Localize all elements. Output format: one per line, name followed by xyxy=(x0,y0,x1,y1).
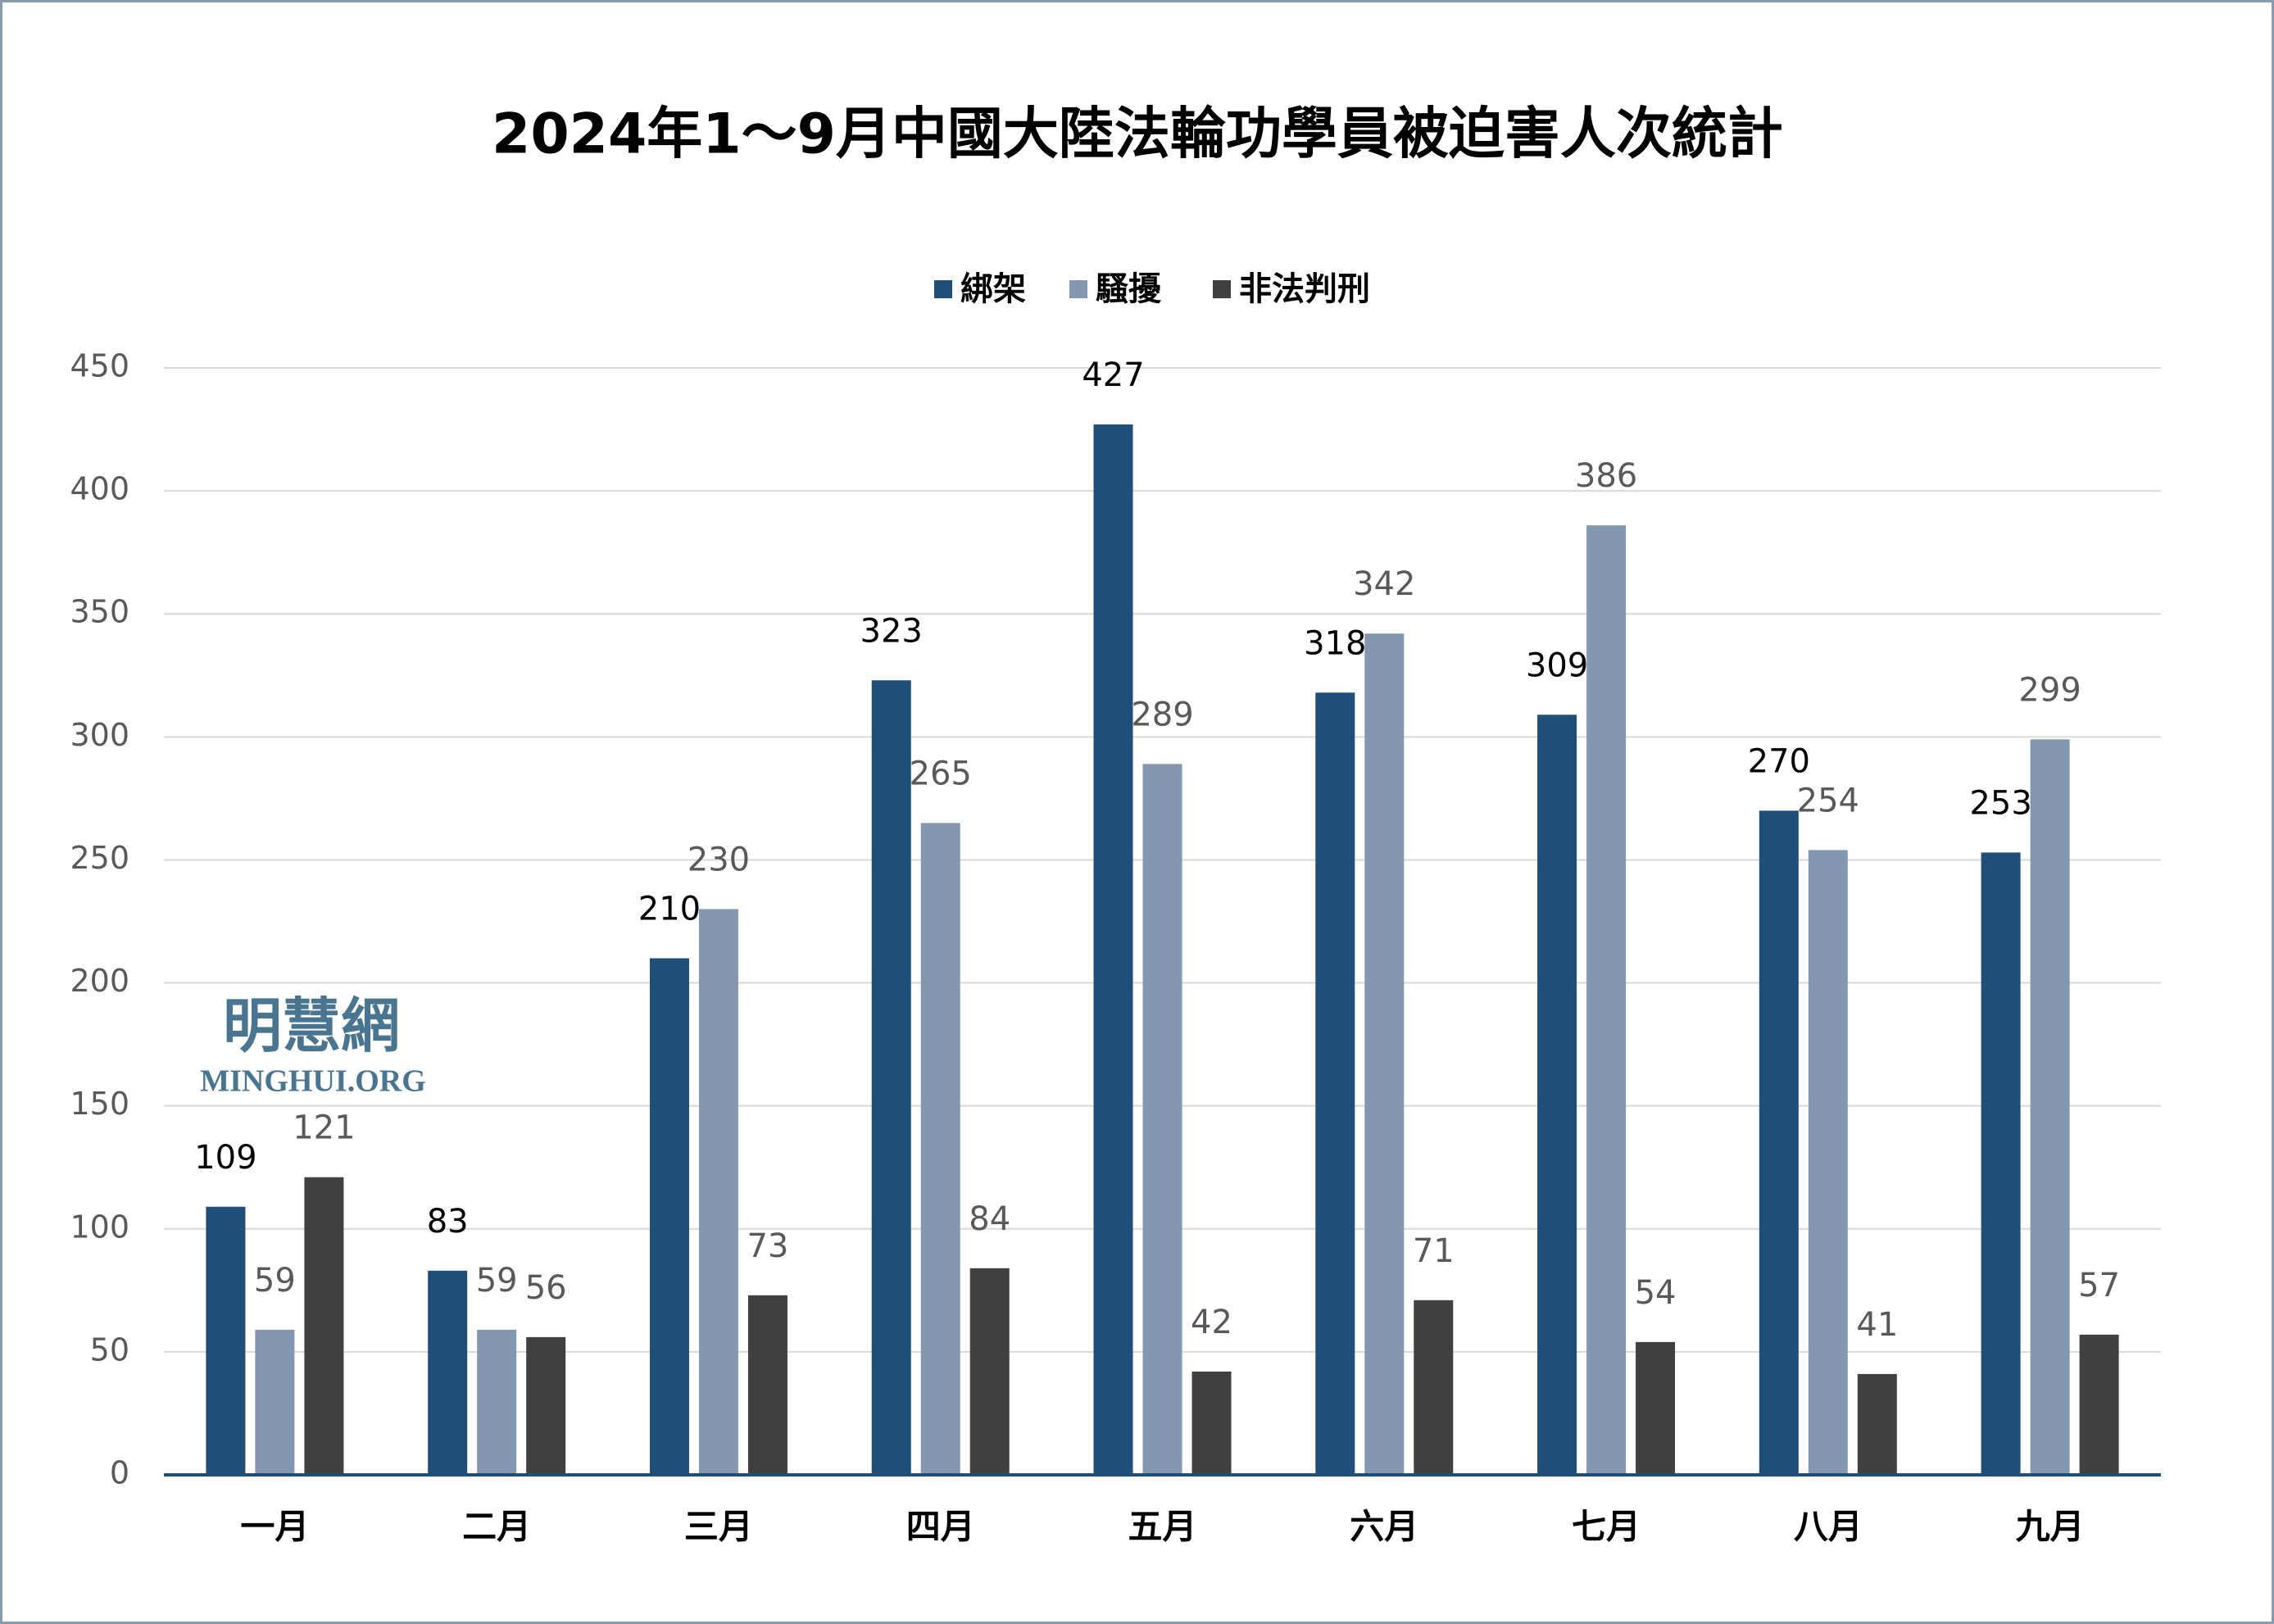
bar xyxy=(1636,1341,1676,1475)
y-tick-label: 300 xyxy=(70,717,129,753)
bar xyxy=(2030,739,2070,1475)
y-tick-label: 350 xyxy=(70,594,129,630)
y-tick-label: 200 xyxy=(70,963,129,999)
bar xyxy=(698,909,738,1475)
value-label: 56 xyxy=(525,1269,567,1307)
value-label: 265 xyxy=(910,755,972,792)
x-tick-label: 二月 xyxy=(462,1507,531,1547)
bar xyxy=(871,680,911,1475)
bar xyxy=(255,1329,295,1475)
bar xyxy=(1857,1373,1897,1475)
y-tick-label: 50 xyxy=(90,1331,129,1368)
value-label: 42 xyxy=(1191,1304,1232,1341)
value-label: 270 xyxy=(1748,742,1810,780)
bar xyxy=(428,1270,468,1475)
bar xyxy=(649,958,689,1475)
y-tick-label: 400 xyxy=(70,471,129,507)
value-label: 309 xyxy=(1526,646,1588,684)
bar xyxy=(304,1177,344,1475)
bar xyxy=(526,1336,566,1475)
x-tick-label: 九月 xyxy=(2016,1507,2085,1547)
bar xyxy=(477,1329,517,1475)
bar xyxy=(1981,852,2021,1475)
bar xyxy=(1759,810,1799,1475)
watermark: 明慧網 xyxy=(223,991,400,1060)
value-label: 427 xyxy=(1082,356,1144,394)
bar xyxy=(1191,1371,1232,1475)
y-tick-label: 100 xyxy=(70,1209,129,1245)
y-tick-label: 250 xyxy=(70,840,129,876)
legend-swatch xyxy=(1213,280,1231,298)
chart-title: 2024年1～9月中國大陸法輪功學員被迫害人次統計 xyxy=(492,102,1783,167)
legend-label: 非法判刑 xyxy=(1239,270,1370,308)
value-label: 253 xyxy=(1969,784,2031,822)
value-label: 254 xyxy=(1797,782,1859,819)
bar xyxy=(969,1268,1010,1475)
x-tick-label: 八月 xyxy=(1794,1507,1863,1547)
x-tick-label: 五月 xyxy=(1128,1507,1196,1547)
bar xyxy=(1537,714,1577,1475)
value-label: 41 xyxy=(1856,1306,1898,1344)
value-label: 323 xyxy=(860,612,923,650)
bar xyxy=(1364,633,1405,1475)
x-tick-label: 四月 xyxy=(906,1507,975,1547)
value-label: 318 xyxy=(1304,624,1366,662)
watermark-sub: MINGHUI.ORG xyxy=(200,1064,426,1099)
x-tick-label: 三月 xyxy=(684,1507,753,1547)
bar xyxy=(1315,692,1355,1475)
value-label: 289 xyxy=(1131,696,1193,733)
bar xyxy=(747,1295,788,1475)
legend-swatch xyxy=(1069,280,1087,298)
value-label: 73 xyxy=(747,1227,788,1265)
bar xyxy=(1093,424,1133,1476)
x-tick-label: 六月 xyxy=(1350,1507,1418,1547)
value-label: 299 xyxy=(2018,671,2081,709)
bar xyxy=(1808,850,1848,1475)
value-label: 71 xyxy=(1413,1232,1455,1270)
value-label: 83 xyxy=(427,1203,469,1241)
legend-label: 騷擾 xyxy=(1096,270,1162,308)
value-label: 210 xyxy=(638,891,701,928)
value-label: 386 xyxy=(1575,457,1637,495)
x-tick-label: 七月 xyxy=(1572,1507,1641,1547)
x-tick-label: 一月 xyxy=(240,1507,309,1547)
legend-label: 綁架 xyxy=(960,270,1026,308)
y-tick-label: 0 xyxy=(110,1455,129,1491)
value-label: 54 xyxy=(1635,1274,1677,1312)
bar xyxy=(2079,1334,2119,1475)
value-label: 230 xyxy=(688,841,750,878)
legend-swatch xyxy=(934,280,952,298)
value-label: 109 xyxy=(194,1139,256,1177)
y-tick-label: 450 xyxy=(70,348,129,384)
value-label: 342 xyxy=(1353,565,1415,603)
value-label: 121 xyxy=(293,1109,355,1147)
bar xyxy=(1586,525,1627,1475)
bar xyxy=(1142,764,1182,1475)
value-label: 84 xyxy=(969,1200,1010,1238)
y-tick-label: 150 xyxy=(70,1086,129,1122)
value-label: 59 xyxy=(254,1262,296,1300)
bar xyxy=(920,823,960,1475)
bar xyxy=(1414,1300,1454,1475)
value-label: 57 xyxy=(2078,1267,2120,1304)
bar xyxy=(206,1206,246,1475)
value-label: 59 xyxy=(476,1262,518,1300)
